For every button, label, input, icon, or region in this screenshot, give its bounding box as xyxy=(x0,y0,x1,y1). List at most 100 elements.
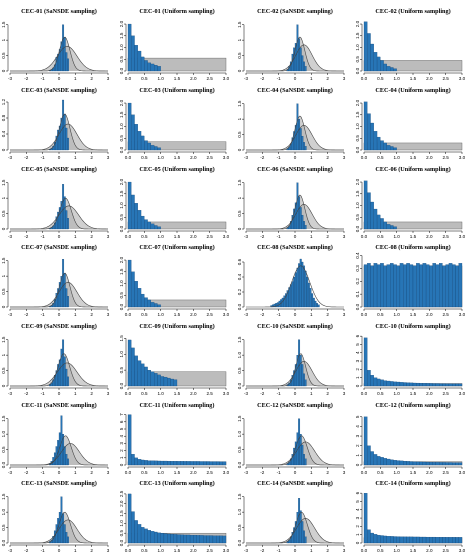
chart-panel: CEC-05 (Uniform sampling) 0.0 0.5 1.0 1.5 2.0… xyxy=(119,166,230,239)
histogram-bar xyxy=(304,66,307,72)
histogram-bar xyxy=(390,263,394,308)
x-tick-label: 0.5 xyxy=(377,548,384,553)
histogram-bar xyxy=(380,457,384,466)
histogram-bar xyxy=(196,535,200,544)
y-tick-label: 3 xyxy=(355,359,360,362)
y-tick-label: 0.0 xyxy=(355,146,360,153)
density-curve xyxy=(246,518,344,544)
histogram-bar xyxy=(363,493,368,544)
histogram-bar xyxy=(301,364,304,387)
chart-title: CEC-07 (SaNSDE sampling) xyxy=(21,244,97,251)
x-tick-label: -1 xyxy=(277,76,282,81)
histogram-bar xyxy=(140,363,145,387)
y-tick-label: 4 xyxy=(119,434,124,437)
y-tick-label: 0.0 xyxy=(119,303,124,310)
histogram-bar xyxy=(393,381,397,387)
chart-panel: CEC-01 (Uniform sampling) 0.0 0.5 1.0 1.5 2.0… xyxy=(119,8,230,81)
density-area xyxy=(10,443,108,465)
x-tick-label: 1 xyxy=(310,234,313,239)
histogram-bar xyxy=(376,534,381,544)
chart-title: CEC-01 (SaNSDE sampling) xyxy=(21,8,97,15)
x-tick-label: 2.0 xyxy=(426,312,433,317)
y-tick-label: 1.5 xyxy=(1,493,6,500)
x-tick-label: 2 xyxy=(90,470,93,475)
histogram-bar xyxy=(416,263,420,308)
chart-title: CEC-10 (Uniform sampling) xyxy=(375,323,450,330)
histogram-bar xyxy=(390,225,394,230)
chart-title: CEC-10 (SaNSDE sampling) xyxy=(257,323,333,330)
x-tick-label: 1 xyxy=(74,470,77,475)
histogram-bar xyxy=(186,534,191,544)
histogram-bar xyxy=(67,218,69,230)
x-tick-label: 3 xyxy=(107,155,110,160)
y-tick-label: 0.5 xyxy=(119,366,124,373)
y-tick-label: 1.2 xyxy=(1,98,6,105)
histogram-bar xyxy=(435,264,440,308)
x-tick-label: 2.5 xyxy=(442,234,449,239)
y-tick-label: 0.5 xyxy=(1,524,6,531)
histogram-bar xyxy=(180,534,184,544)
histogram-bar xyxy=(422,461,427,466)
histogram-bar xyxy=(380,218,384,230)
y-tick-label: 2.0 xyxy=(119,500,124,507)
x-tick-label: -1 xyxy=(41,155,46,160)
y-tick-label: 1 xyxy=(237,196,242,199)
x-tick-label: 2.5 xyxy=(206,470,213,475)
chart-panel: CEC-14 (Uniform sampling) 0.0 0.5 1.0 1.5 2.0… xyxy=(355,480,466,553)
y-tick-label: 2.0 xyxy=(355,99,360,106)
histogram-bar xyxy=(203,461,207,466)
histogram-bar xyxy=(367,529,371,544)
histogram-bar xyxy=(458,462,463,466)
chart-title: CEC-05 (Uniform sampling) xyxy=(139,166,214,173)
histogram-bar xyxy=(137,459,142,466)
x-tick-label: 1 xyxy=(310,155,313,160)
x-tick-label: 0.0 xyxy=(125,548,132,553)
y-tick-label: 0 xyxy=(1,69,6,72)
chart-panel: CEC-14 (SaNSDE sampling) -3 -2 -1 0 1 2 3 0.0 0.5… xyxy=(237,480,346,553)
histogram-bar xyxy=(367,370,371,387)
chart-title: CEC-08 (SaNSDE sampling) xyxy=(257,244,333,251)
x-tick-label: 0.0 xyxy=(361,391,368,396)
x-tick-label: 0.5 xyxy=(141,155,148,160)
histogram-bar xyxy=(367,263,371,308)
y-tick-label: 0.2 xyxy=(355,278,360,285)
histogram-bar xyxy=(65,210,68,230)
histogram-bar xyxy=(380,140,384,151)
histogram-bar xyxy=(134,355,138,387)
x-tick-label: 0.0 xyxy=(361,470,368,475)
y-tick-label: 0.5 xyxy=(119,214,124,221)
histogram-bar xyxy=(376,56,381,72)
y-tick-label: 1 xyxy=(1,196,6,199)
histogram-bar xyxy=(316,303,318,308)
y-tick-label: 1 xyxy=(119,456,124,459)
histogram-bar xyxy=(455,383,459,387)
chart-title: CEC-14 (Uniform sampling) xyxy=(375,480,450,487)
y-tick-label: 6 xyxy=(355,334,360,337)
histogram-bar xyxy=(127,414,132,466)
histogram-bar xyxy=(445,383,450,387)
x-tick-label: 1.0 xyxy=(157,76,164,81)
histogram-bar xyxy=(140,527,145,544)
density-curve xyxy=(10,205,108,230)
x-tick-label: 1.5 xyxy=(174,312,181,317)
histogram-bar xyxy=(173,379,178,387)
x-tick-label: 2 xyxy=(326,548,329,553)
histogram-bar xyxy=(298,119,301,151)
x-tick-label: 0 xyxy=(58,470,61,475)
histogram-bar xyxy=(429,462,433,466)
histogram-bar xyxy=(203,535,207,544)
histogram-bar xyxy=(376,378,381,387)
histogram-bar xyxy=(140,293,145,308)
x-tick-label: -2 xyxy=(260,470,265,475)
histogram-bar xyxy=(144,140,148,151)
y-tick-label: 2.0 xyxy=(119,99,124,106)
y-tick-label: 1.5 xyxy=(355,190,360,197)
y-tick-label: 1 xyxy=(237,38,242,41)
histogram-bar xyxy=(134,124,138,151)
chart-title: CEC-04 (Uniform sampling) xyxy=(375,87,450,94)
histogram-bar xyxy=(127,339,132,387)
histogram-bar xyxy=(406,263,410,308)
histogram-bar xyxy=(154,65,158,72)
histogram-bar xyxy=(301,214,304,230)
chart-panel: CEC-05 (SaNSDE sampling) -3 -2 -1 0 1 2 3 0 0.5 1 1… xyxy=(1,166,110,239)
